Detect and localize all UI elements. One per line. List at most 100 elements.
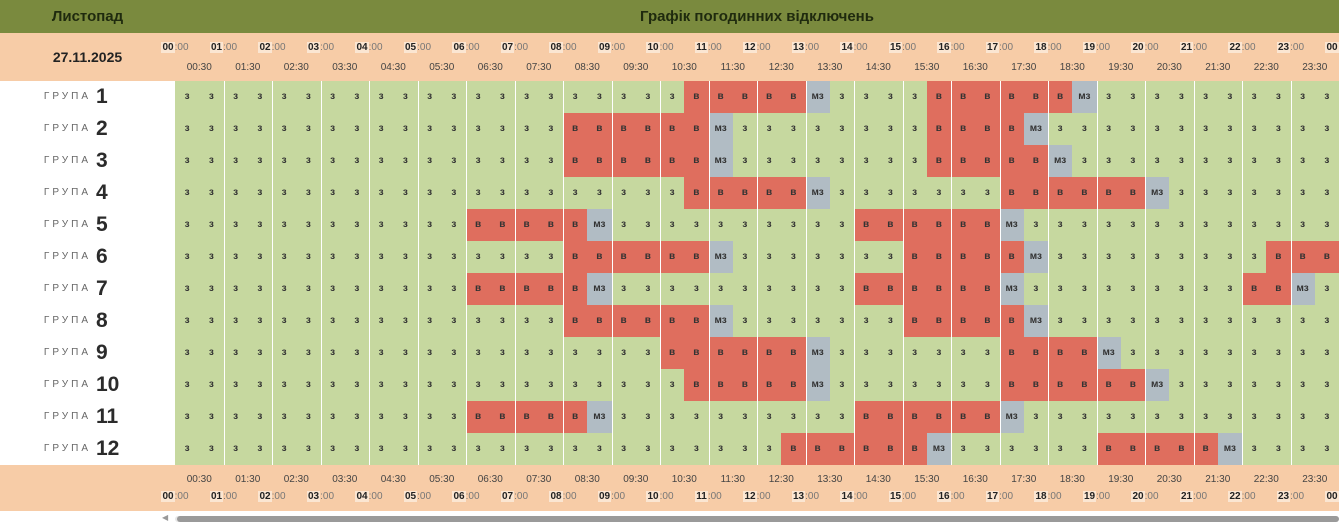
possible-outage-cell: мз bbox=[1145, 177, 1170, 209]
power-on-cell: з bbox=[1242, 337, 1267, 369]
outage-cell: в bbox=[684, 113, 709, 145]
possible-outage-cell: мз bbox=[999, 401, 1024, 433]
top-half-hour-label: 01:30 bbox=[235, 62, 261, 73]
power-on-cell: з bbox=[1266, 433, 1291, 465]
power-on-cell: з bbox=[781, 241, 806, 273]
minute-suffix: :00 bbox=[368, 42, 383, 53]
power-on-cell: з bbox=[223, 369, 248, 401]
scroll-thumb[interactable] bbox=[177, 516, 1339, 522]
outage-cell: в bbox=[732, 369, 757, 401]
power-on-cell: з bbox=[1290, 81, 1315, 113]
power-on-cell: з bbox=[902, 177, 927, 209]
power-on-cell: з bbox=[1266, 401, 1291, 433]
bottom-hour-label: 04:00 bbox=[349, 491, 389, 502]
power-on-cell: з bbox=[466, 305, 491, 337]
minute-suffix: :00 bbox=[853, 491, 868, 502]
power-on-cell: з bbox=[902, 81, 927, 113]
power-on-cell: з bbox=[199, 337, 224, 369]
possible-outage-cell: мз bbox=[1145, 369, 1170, 401]
minute-suffix: :00 bbox=[659, 42, 674, 53]
power-on-cell: з bbox=[1242, 81, 1267, 113]
power-on-cell: з bbox=[732, 209, 757, 241]
outage-cell: в bbox=[757, 177, 782, 209]
top-hour-label: 11:00 bbox=[689, 42, 729, 53]
power-on-cell: з bbox=[344, 433, 369, 465]
scroll-left-icon[interactable]: ◀ bbox=[162, 513, 169, 522]
power-on-cell: з bbox=[1072, 401, 1097, 433]
outage-cell: в bbox=[926, 113, 951, 145]
power-on-cell: з bbox=[1169, 305, 1194, 337]
power-on-cell: з bbox=[1217, 273, 1242, 305]
power-on-cell: з bbox=[902, 113, 927, 145]
power-on-cell: з bbox=[587, 177, 612, 209]
power-on-cell: з bbox=[1314, 177, 1339, 209]
power-on-cell: з bbox=[199, 113, 224, 145]
outage-cell: в bbox=[490, 401, 515, 433]
minute-suffix: :00 bbox=[514, 42, 529, 53]
power-on-cell: з bbox=[1217, 337, 1242, 369]
outage-cell: в bbox=[708, 337, 733, 369]
power-on-cell: з bbox=[175, 369, 200, 401]
power-on-cell: з bbox=[320, 305, 345, 337]
power-on-cell: з bbox=[1242, 433, 1267, 465]
power-on-cell: з bbox=[757, 273, 782, 305]
bottom-half-hour-label: 09:30 bbox=[623, 474, 649, 485]
hour-value: 00 bbox=[161, 42, 175, 53]
top-half-hour-label: 05:30 bbox=[429, 62, 455, 73]
top-hour-label: 04:00 bbox=[349, 42, 389, 53]
power-on-cell: з bbox=[320, 369, 345, 401]
hour-value: 08 bbox=[549, 42, 563, 53]
minute-suffix: :00 bbox=[1290, 42, 1305, 53]
power-on-cell: з bbox=[175, 209, 200, 241]
power-on-cell: з bbox=[684, 209, 709, 241]
power-on-cell: з bbox=[466, 177, 491, 209]
top-hour-label: 20:00 bbox=[1125, 42, 1165, 53]
outage-cell: в bbox=[611, 145, 636, 177]
power-on-cell: з bbox=[635, 81, 660, 113]
power-on-cell: з bbox=[829, 241, 854, 273]
power-on-cell: з bbox=[296, 273, 321, 305]
power-on-cell: з bbox=[514, 145, 539, 177]
top-half-hour-label: 07:30 bbox=[526, 62, 552, 73]
power-on-cell: з bbox=[393, 401, 418, 433]
outage-cell: в bbox=[951, 241, 976, 273]
power-on-cell: з bbox=[781, 273, 806, 305]
minute-suffix: :00 bbox=[174, 42, 189, 53]
power-on-cell: з bbox=[393, 113, 418, 145]
hour-value: 20 bbox=[1131, 491, 1145, 502]
power-on-cell: з bbox=[1242, 401, 1267, 433]
power-on-cell: з bbox=[1217, 305, 1242, 337]
minute-suffix: :00 bbox=[1193, 491, 1208, 502]
power-on-cell: з bbox=[247, 305, 272, 337]
power-on-cell: з bbox=[441, 241, 466, 273]
power-on-cell: з bbox=[1169, 241, 1194, 273]
outage-cell: в bbox=[902, 433, 927, 465]
top-hour-label: 15:00 bbox=[883, 42, 923, 53]
power-on-cell: з bbox=[878, 177, 903, 209]
outage-cell: в bbox=[999, 81, 1024, 113]
power-on-cell: з bbox=[272, 241, 297, 273]
power-on-cell: з bbox=[1314, 81, 1339, 113]
power-on-cell: з bbox=[1169, 145, 1194, 177]
bottom-hour-label: 06:00 bbox=[446, 491, 486, 502]
power-on-cell: з bbox=[1072, 209, 1097, 241]
timeline-header-bg bbox=[0, 33, 1339, 81]
bottom-half-hour-label: 08:30 bbox=[574, 474, 600, 485]
power-on-cell: з bbox=[344, 305, 369, 337]
power-on-cell: з bbox=[1290, 433, 1315, 465]
power-on-cell: з bbox=[1193, 305, 1218, 337]
minute-suffix: :00 bbox=[1241, 491, 1256, 502]
bottom-half-hour-label: 06:30 bbox=[477, 474, 503, 485]
top-hour-label: 06:00 bbox=[446, 42, 486, 53]
power-on-cell: з bbox=[369, 401, 394, 433]
hour-value: 01 bbox=[209, 491, 224, 502]
outage-cell: в bbox=[514, 401, 539, 433]
minute-suffix: :00 bbox=[417, 491, 432, 502]
top-hour-label: 14:00 bbox=[834, 42, 874, 53]
power-on-cell: з bbox=[1048, 241, 1073, 273]
power-on-cell: з bbox=[732, 241, 757, 273]
outage-cell: в bbox=[878, 401, 903, 433]
horizontal-scrollbar[interactable]: ◀ bbox=[160, 513, 1339, 523]
group-number: 9 bbox=[96, 341, 108, 364]
power-on-cell: з bbox=[393, 145, 418, 177]
